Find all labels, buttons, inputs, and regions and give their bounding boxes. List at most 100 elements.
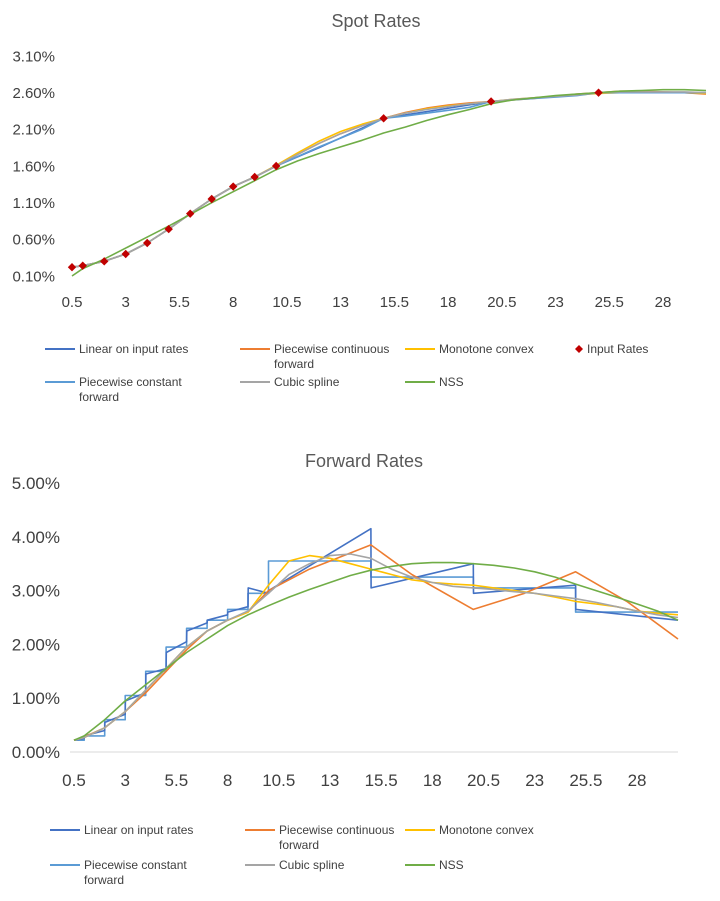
- input-rate-point: [228, 182, 238, 191]
- legend-label-pcf: Piecewise continuous forward: [274, 342, 389, 371]
- x-tick-label: 3: [120, 771, 129, 790]
- x-tick-label: 25.5: [569, 771, 602, 790]
- input-rate-point: [100, 257, 109, 266]
- series-line-nss: [73, 561, 679, 741]
- legend-label-line: forward: [84, 873, 124, 887]
- input-rate-point: [250, 172, 259, 182]
- legend-label-line: Piecewise constant: [84, 858, 187, 872]
- x-tick-label: 8: [229, 294, 237, 311]
- y-tick-label: 1.00%: [12, 689, 60, 708]
- x-tick-label: 18: [440, 294, 457, 311]
- legend-label-line: NSS: [439, 858, 464, 872]
- legend-label-line: Monotone convex: [439, 342, 534, 356]
- legend-label-linear: Linear on input rates: [79, 342, 188, 356]
- legend: Linear on input rates Piecewise continuou…: [50, 823, 534, 887]
- y-tick-label: 0.60%: [12, 232, 55, 249]
- x-tick-label: 18: [423, 771, 442, 790]
- input-rate-point: [78, 261, 87, 270]
- x-tick-label: 3: [122, 294, 130, 311]
- legend-label-line: NSS: [439, 375, 464, 389]
- legend-label-line: Linear on input rates: [84, 823, 193, 837]
- legend-label-line: Piecewise continuous: [279, 823, 394, 837]
- legend-label-pcf: Piecewise continuous forward: [279, 823, 394, 852]
- legend-label-line: forward: [79, 390, 119, 404]
- y-tick-label: 2.10%: [12, 122, 55, 139]
- x-tick-label: 20.5: [487, 294, 516, 311]
- y-tick-label: 2.00%: [12, 635, 60, 654]
- legend-label-line: forward: [274, 357, 314, 371]
- y-tick-label: 5.00%: [12, 474, 60, 493]
- legend-label-nss: NSS: [439, 858, 464, 872]
- legend-label-line: Cubic spline: [279, 858, 345, 872]
- x-tick-label: 13: [332, 294, 349, 311]
- x-tick-label: 15.5: [365, 771, 398, 790]
- legend-marker-input: [575, 345, 583, 353]
- x-axis-ticks: 0.5 3 5.5 8 10.5 13 15.5 18 20.5 23 25.5 28: [62, 771, 646, 790]
- legend-label-nss: NSS: [439, 375, 464, 389]
- x-tick-label: 23: [525, 771, 544, 790]
- legend-label-line: forward: [279, 838, 319, 852]
- series-lines: [71, 88, 707, 277]
- series-line-pcf: [73, 544, 679, 741]
- x-tick-label: 20.5: [467, 771, 500, 790]
- x-tick-label: 28: [628, 771, 647, 790]
- input-rate-point: [143, 238, 152, 248]
- legend-label-cubic: Cubic spline: [279, 858, 345, 872]
- spot-rates-chart: Spot Rates 0.10% 0.60% 1.10% 1.60% 2.10% 2.60…: [12, 11, 707, 404]
- legend-label-monotone: Monotone convex: [439, 823, 534, 837]
- x-tick-label: 28: [655, 294, 672, 311]
- series-line-monotone: [71, 91, 707, 268]
- x-tick-label: 23: [547, 294, 564, 311]
- x-tick-label: 10.5: [272, 294, 301, 311]
- legend-label-line: Cubic spline: [274, 375, 340, 389]
- x-axis-ticks: 0.5 3 5.5 8 10.5 13 15.5 18 20.5 23 25.5 28: [62, 294, 672, 311]
- x-tick-label: 5.5: [165, 771, 189, 790]
- input-rate-point: [379, 114, 388, 123]
- legend-label-line: Input Rates: [587, 342, 648, 356]
- series-line-linear: [71, 91, 706, 268]
- chart-title: Spot Rates: [331, 11, 420, 31]
- x-tick-label: 8: [223, 771, 232, 790]
- input-rate-point: [186, 209, 195, 218]
- y-tick-label: 3.10%: [12, 48, 55, 65]
- legend: Linear on input rates Piecewise continuou…: [45, 342, 648, 404]
- input-rate-point: [121, 249, 130, 259]
- y-tick-label: 0.00%: [12, 743, 60, 762]
- input-rate-point: [271, 161, 281, 171]
- series-line-pconst: [71, 91, 706, 268]
- chart-title: Forward Rates: [305, 451, 423, 471]
- y-axis-ticks: 0.10% 0.60% 1.10% 1.60% 2.10% 2.60% 3.10%: [12, 48, 55, 285]
- input-rate-point: [486, 97, 496, 106]
- legend-label-line: Piecewise constant: [79, 375, 182, 389]
- input-rate-point: [207, 194, 216, 204]
- forward-rates-chart: Forward Rates 0.00% 1.00% 2.00% 3.00% 4.00% 5…: [12, 451, 679, 887]
- legend-label-pconst: Piecewise constant forward: [84, 858, 187, 887]
- x-tick-label: 13: [320, 771, 339, 790]
- x-tick-label: 25.5: [595, 294, 624, 311]
- y-tick-label: 1.10%: [12, 195, 55, 212]
- legend-label-line: Monotone convex: [439, 823, 534, 837]
- y-tick-label: 2.60%: [12, 85, 55, 102]
- legend-label-linear: Linear on input rates: [84, 823, 193, 837]
- y-tick-label: 0.10%: [12, 268, 55, 285]
- legend-label-pconst: Piecewise constant forward: [79, 375, 182, 404]
- series-line-cubic: [73, 553, 679, 741]
- x-tick-label: 0.5: [62, 294, 83, 311]
- input-rate-point: [164, 224, 173, 234]
- legend-label-line: Linear on input rates: [79, 342, 188, 356]
- input-rate-markers: [67, 88, 603, 272]
- input-rate-point: [67, 263, 77, 272]
- y-tick-label: 1.60%: [12, 158, 55, 175]
- series-line-linear: [73, 527, 679, 741]
- series-line-monotone: [73, 554, 679, 741]
- series-lines: [73, 527, 679, 742]
- legend-label-monotone: Monotone convex: [439, 342, 534, 356]
- x-tick-label: 5.5: [169, 294, 190, 311]
- legend-label-line: Piecewise continuous: [274, 342, 389, 356]
- legend-label-cubic: Cubic spline: [274, 375, 340, 389]
- y-axis-ticks: 0.00% 1.00% 2.00% 3.00% 4.00% 5.00%: [12, 474, 60, 762]
- x-tick-label: 15.5: [380, 294, 409, 311]
- y-tick-label: 3.00%: [12, 582, 60, 601]
- y-tick-label: 4.00%: [12, 528, 60, 547]
